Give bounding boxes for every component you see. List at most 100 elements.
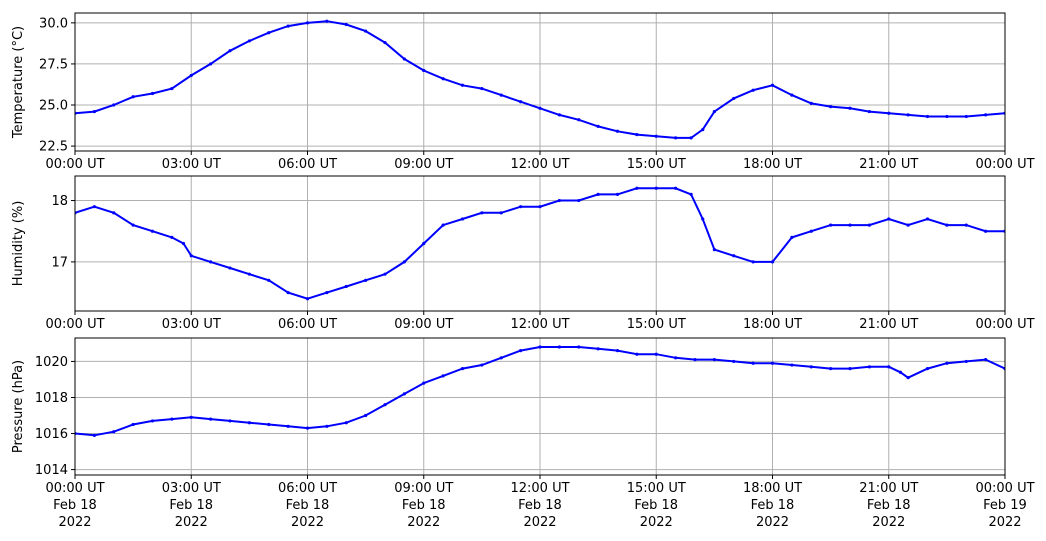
temperature-data-point [751, 88, 755, 92]
humidity-data-point [267, 278, 271, 282]
humidity-data-point [189, 254, 193, 258]
pressure-data-point [267, 422, 271, 427]
pressure-x-tick-label: 06:00 UT [278, 481, 337, 496]
temperature-data-point [519, 100, 523, 104]
humidity-data-point [770, 260, 775, 264]
humidity-data-point [209, 260, 213, 264]
pressure-data-point [751, 361, 755, 365]
humidity-data-point [325, 290, 329, 295]
temperature-data-point [131, 95, 135, 99]
pressure-x-tick-label: Feb 18 [751, 498, 795, 513]
humidity-data-point [150, 229, 155, 233]
humidity-x-tick-label: 09:00 UT [394, 317, 453, 332]
humidity-x-tick-label: 00:00 UT [975, 317, 1034, 332]
temperature-data-point [809, 101, 813, 105]
humidity-data-point [809, 229, 813, 233]
temperature-data-point [906, 113, 910, 117]
temperature-data-point [925, 114, 930, 119]
temperature-data-point [402, 57, 406, 61]
temperature-data-point [732, 96, 736, 101]
pressure-data-point [732, 359, 736, 364]
pressure-data-point [170, 417, 174, 421]
humidity-data-point [790, 235, 794, 239]
temperature-x-tick-label: 00:00 UT [975, 157, 1034, 172]
pressure-data-point [383, 403, 387, 407]
temperature-axes-frame [74, 12, 1006, 152]
temperature-x-tick-label: 18:00 UT [743, 157, 802, 172]
temperature-data-point [247, 39, 251, 43]
humidity-data-point [701, 217, 705, 221]
temperature-data-point [712, 109, 716, 114]
temperature-x-tick-label: 15:00 UT [627, 157, 686, 172]
pressure-x-tick-label: 21:00 UT [859, 481, 918, 496]
humidity-data-point [364, 278, 368, 282]
pressure-y-tick-label: 1018 [35, 391, 68, 406]
pressure-data-point [325, 424, 329, 428]
temperature-data-point [364, 29, 368, 33]
temperature-data-point [228, 49, 232, 53]
humidity-x-tick-label: 12:00 UT [510, 317, 569, 332]
temperature-data-point [209, 62, 213, 66]
humidity-data-point [402, 260, 406, 264]
humidity-data-point [557, 198, 561, 203]
pressure-data-point [712, 358, 716, 362]
pressure-data-point [228, 419, 232, 423]
pressure-data-point [615, 349, 620, 353]
humidity-data-point [538, 205, 542, 209]
humidity-data-point [305, 297, 310, 301]
pressure-x-tick-label: 2022 [175, 515, 208, 530]
humidity-data-point [654, 186, 658, 190]
pressure-data-point [596, 347, 600, 351]
pressure-x-tick-label: Feb 18 [634, 498, 678, 513]
temperature-data-point [325, 19, 329, 23]
humidity-x-tick-label: 18:00 UT [743, 317, 802, 332]
temperature-panel: 00:00 UT 03:00 UT 06:00 UT 09:00 UT 12:00 UT… [11, 12, 1035, 172]
pressure-data-point [131, 422, 135, 427]
humidity-data-point [689, 192, 693, 197]
pressure-x-tick-label: Feb 19 [983, 498, 1027, 513]
pressure-data-point [538, 345, 542, 349]
pressure-data-point [364, 413, 368, 418]
pressure-data-point [112, 430, 116, 434]
pressure-data-point [693, 358, 697, 362]
pressure-series-line [75, 346, 1005, 437]
pressure-data-point [189, 415, 193, 419]
pressure-x-tick-label: 2022 [523, 515, 556, 530]
pressure-data-point [305, 426, 310, 430]
temperature-y-tick-label: 30.0 [39, 16, 68, 31]
temperature-x-tick-label: 21:00 UT [859, 157, 918, 172]
temperature-series-line [75, 20, 1005, 139]
humidity-x-tick-label: 03:00 UT [162, 317, 221, 332]
pressure-x-tick-label: 2022 [756, 515, 789, 530]
pressure-data-point [770, 361, 775, 365]
temperature-data-point [499, 93, 503, 97]
humidity-data-point [635, 186, 639, 190]
temperature-data-point [615, 129, 620, 133]
pressure-x-tick-label: 2022 [988, 515, 1021, 530]
humidity-axes-frame [74, 175, 1006, 312]
humidity-data-point [112, 211, 116, 215]
pressure-x-tick-label: Feb 18 [286, 498, 330, 513]
pressure-data-point [829, 367, 833, 371]
temperature-y-tick-label: 27.5 [39, 57, 68, 72]
humidity-data-point [499, 211, 503, 215]
humidity-data-point [674, 186, 678, 190]
humidity-data-point [945, 223, 949, 227]
temperature-data-point [441, 77, 445, 81]
pressure-data-point [402, 392, 406, 396]
pressure-data-point [460, 367, 465, 371]
pressure-x-tick-label: 15:00 UT [627, 481, 686, 496]
humidity-data-point [577, 198, 581, 203]
temperature-x-tick-label: 06:00 UT [278, 157, 337, 172]
pressure-data-point [984, 358, 988, 362]
pressure-x-tick-label: 2022 [407, 515, 440, 530]
temperature-data-point [674, 136, 678, 140]
temperature-x-tick-label: 03:00 UT [162, 157, 221, 172]
pressure-data-point [809, 365, 813, 369]
humidity-data-point [906, 223, 910, 227]
pressure-x-tick-label: 2022 [291, 515, 324, 530]
pressure-data-point [519, 349, 523, 353]
pressure-data-point [654, 352, 658, 356]
pressure-x-tick-label: 00:00 UT [975, 481, 1034, 496]
